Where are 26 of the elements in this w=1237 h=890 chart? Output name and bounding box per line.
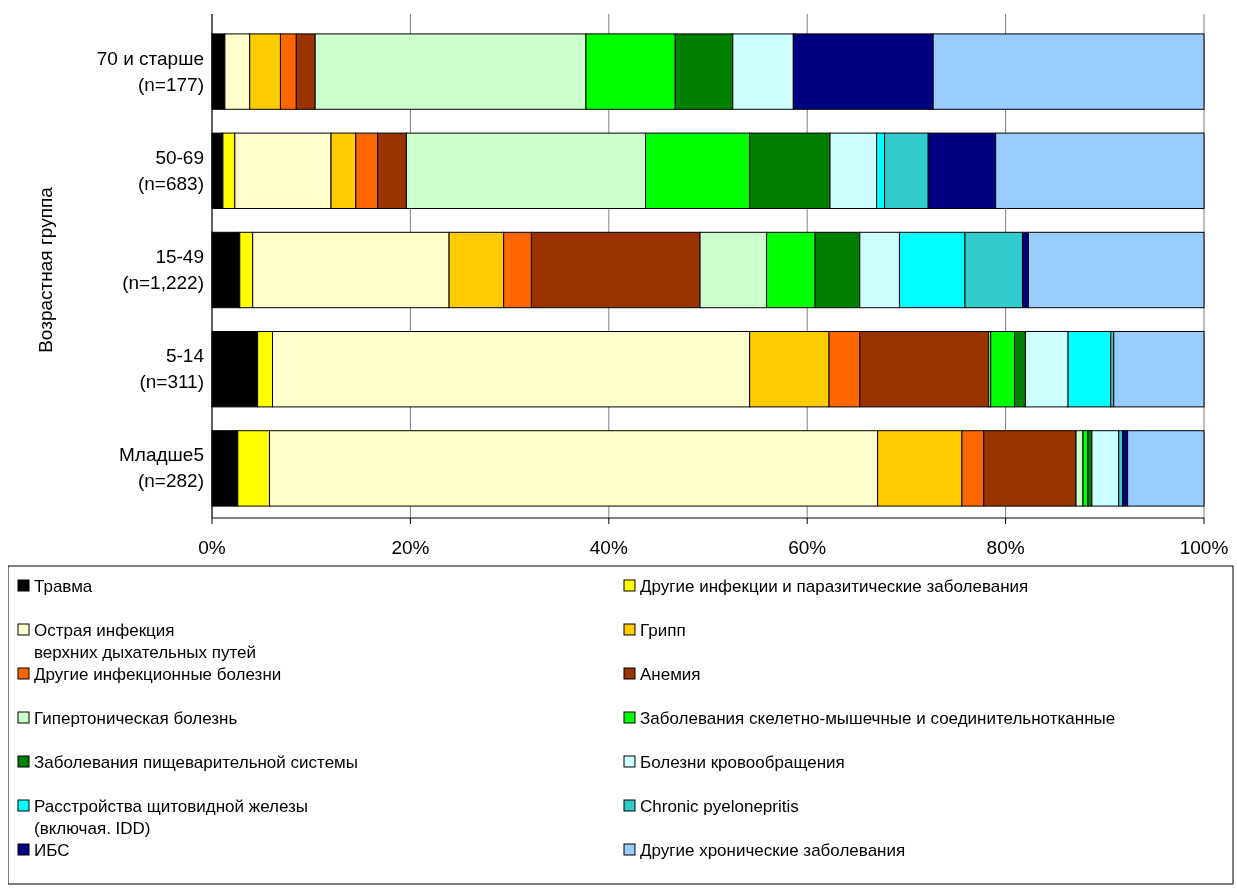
y-tick-label: 5-14 (n=311) — [139, 345, 205, 393]
y-axis-title: Возрастная группа — [35, 186, 56, 353]
y-tick-label: 50-69 (n=683) — [137, 146, 204, 194]
legend-label: Анемия — [640, 665, 701, 684]
y-tick-label: 70 и старше (n=177) — [96, 47, 204, 95]
x-tick-label: 80% — [986, 537, 1025, 558]
legend-label: Гипертоническая болезнь — [34, 709, 238, 728]
legend-label: ИБС — [34, 841, 70, 860]
x-tick-label: 20% — [391, 537, 430, 558]
legend-label: Острая инфекция верхних дыхательных путей — [34, 621, 257, 662]
legend-label: Другие инфекции и паразитические заболевания — [640, 577, 1029, 596]
y-tick-label: Младше5 (n=282) — [119, 444, 204, 492]
y-tick-label: 15-49 (n=1,222) — [122, 246, 204, 293]
x-tick-label: 0% — [198, 537, 226, 558]
legend-label: Травма — [34, 577, 93, 596]
legend-label: Другие хронические заболевания — [640, 841, 906, 860]
x-tick-label: 100% — [1179, 537, 1229, 558]
x-tick-label: 60% — [788, 537, 827, 558]
legend-label: Другие инфекционные болезни — [34, 665, 282, 684]
legend-label: Заболевания скелетно-мышечные и соединительнотканные — [640, 709, 1116, 728]
legend-label: Chronic pyelonepritis — [640, 797, 799, 816]
legend-label: Расстройства щитовидной железы (включая. IDD) — [34, 797, 309, 838]
x-tick-label: 40% — [589, 537, 628, 558]
legend-label: Грипп — [640, 621, 686, 640]
legend-label: Заболевания пищеварительной системы — [34, 753, 358, 772]
legend-label: Болезни кровообращения — [640, 753, 845, 772]
